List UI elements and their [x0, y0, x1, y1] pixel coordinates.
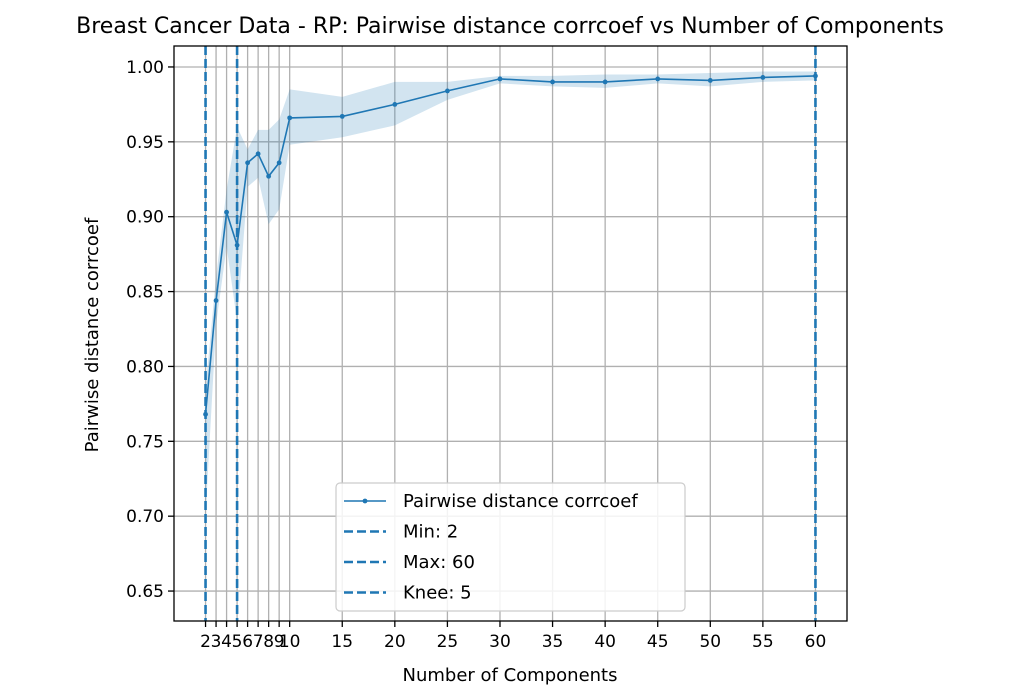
data-point: [245, 160, 251, 166]
data-point: [445, 88, 450, 94]
legend-label: Pairwise distance corrcoef: [403, 491, 638, 512]
x-tick-label: 2: [200, 632, 211, 652]
legend-box: [335, 482, 686, 612]
x-tick-label: 55: [752, 632, 774, 652]
legend-label: Knee: 5: [403, 583, 472, 604]
x-tick-label: 60: [805, 632, 827, 652]
plot-area: 2 3 4 5 6 7 8 910 15 20 25 30 35 40 45 50 55 600.650.700.…: [126, 45, 848, 652]
x-tick-label: 5: [232, 632, 243, 652]
data-point: [266, 173, 272, 179]
legend: Pairwise distance corrcoef Min: 2 Max: 60 K…: [335, 482, 686, 612]
y-tick-label: 0.90: [126, 208, 164, 228]
x-tick-label: 6: [242, 632, 253, 652]
y-axis-label: Pairwise distance corrcoef: [82, 217, 103, 452]
data-point: [255, 151, 261, 157]
x-tick-label: 3: [211, 632, 222, 652]
data-point: [497, 76, 503, 82]
data-point: [339, 113, 345, 119]
x-tick-label: 30: [489, 632, 511, 652]
x-tick-label: 15: [331, 632, 353, 652]
legend-label: Max: 60: [403, 552, 475, 573]
data-point: [550, 79, 555, 85]
x-tick-label: 8: [263, 632, 274, 652]
x-tick-label: 25: [437, 632, 459, 652]
data-point: [224, 209, 229, 215]
data-point: [760, 75, 766, 80]
x-tick-label: 50: [699, 632, 721, 652]
y-tick-label: 0.65: [126, 582, 164, 602]
x-tick-label: 10: [279, 632, 301, 652]
legend-label: Min: 2: [403, 522, 458, 543]
x-tick-label: 35: [542, 632, 564, 652]
legend-marker: [362, 498, 368, 504]
data-point: [392, 101, 398, 107]
data-point: [213, 298, 219, 303]
data-point: [655, 76, 661, 82]
chart-title: Breast Cancer Data - RP: Pairwise distan…: [76, 14, 944, 39]
y-tick-label: 0.95: [126, 133, 164, 153]
y-tick-label: 0.75: [126, 432, 164, 452]
y-tick-label: 0.85: [126, 283, 164, 303]
axes-frame: [173, 45, 848, 622]
data-point: [276, 160, 282, 166]
data-point: [707, 78, 713, 83]
data-point: [602, 79, 608, 85]
y-tick-label: 1.00: [126, 58, 164, 78]
data-point: [287, 115, 293, 121]
x-tick-label: 9: [274, 632, 285, 652]
y-tick-label: 0.80: [126, 357, 164, 377]
x-tick-label: 20: [384, 632, 406, 652]
x-axis-label: Number of Components: [403, 665, 618, 686]
x-tick-label: 45: [647, 632, 669, 652]
x-tick-label: 4: [221, 632, 232, 652]
y-tick-label: 0.70: [126, 507, 164, 527]
x-tick-label: 7: [253, 632, 264, 652]
x-tick-label: 40: [594, 632, 616, 652]
